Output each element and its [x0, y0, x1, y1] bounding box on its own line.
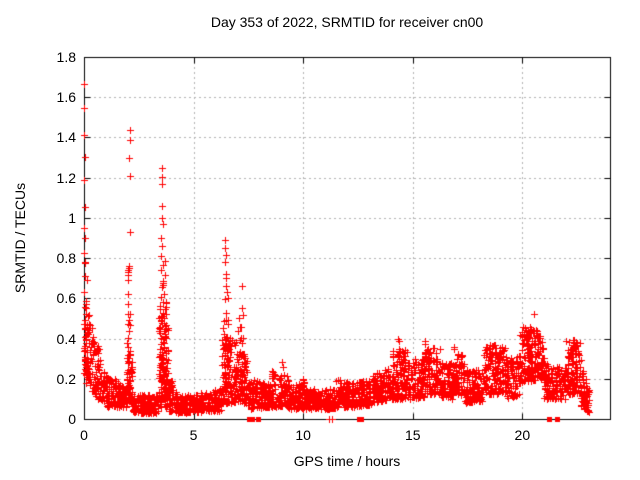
y-tick-label: 0.4 [56, 330, 76, 347]
x-axis-label: GPS time / hours [293, 453, 401, 469]
y-tick-label: 0 [68, 411, 76, 427]
y-tick-label: 0.6 [56, 290, 76, 307]
x-tick-label: 5 [189, 427, 198, 443]
x-tick-label: 10 [295, 427, 311, 443]
x-tick-label: 15 [404, 427, 421, 443]
y-tick-label: 1.6 [56, 89, 76, 106]
y-tick-label: 1.4 [56, 129, 76, 146]
y-tick-label: 1.8 [56, 49, 76, 65]
x-tick-label: 0 [80, 427, 88, 443]
y-tick-label: 0.2 [56, 370, 76, 387]
y-tick-label: 0.8 [56, 250, 76, 267]
x-tick-label: 20 [514, 427, 531, 443]
chart-title: Day 353 of 2022, SRMTID for receiver cn0… [210, 14, 484, 30]
y-axis-label: SRMTID / TECUs [12, 182, 28, 294]
y-tick-label: 1 [68, 209, 76, 226]
y-tick-label: 1.2 [56, 169, 76, 186]
